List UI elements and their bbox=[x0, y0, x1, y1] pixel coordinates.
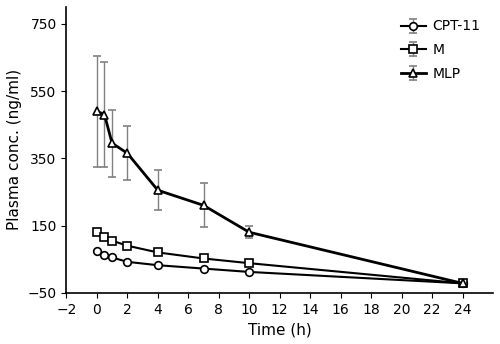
Legend: CPT-11, M, MLP: CPT-11, M, MLP bbox=[395, 14, 486, 86]
X-axis label: Time (h): Time (h) bbox=[248, 322, 312, 337]
Y-axis label: Plasma conc. (ng/ml): Plasma conc. (ng/ml) bbox=[7, 69, 22, 230]
